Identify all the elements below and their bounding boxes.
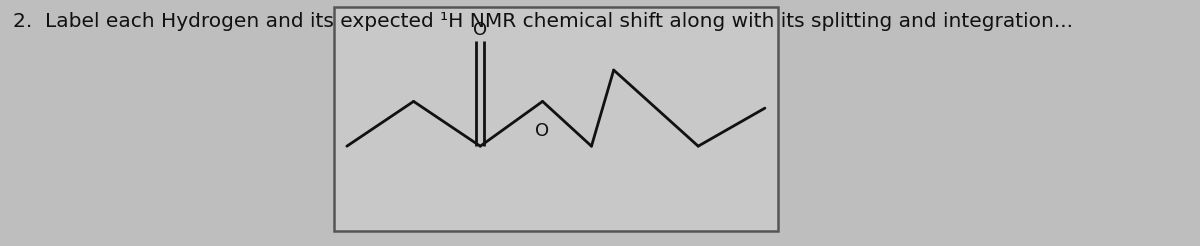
Text: 2.  Label each Hydrogen and its expected ¹H NMR chemical shift along with its sp: 2. Label each Hydrogen and its expected … [13,12,1073,31]
Text: O: O [473,21,487,39]
Text: O: O [535,122,550,139]
Bar [334,7,779,231]
